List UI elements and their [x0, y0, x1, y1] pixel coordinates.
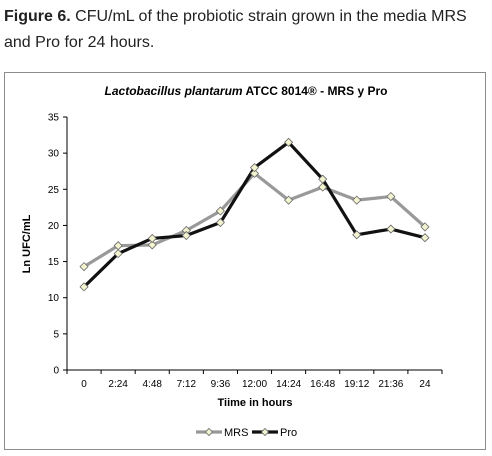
legend: MRS Pro	[196, 427, 297, 439]
legend-marker-pro	[260, 427, 270, 437]
y-tick-label: 35	[48, 113, 60, 124]
chart-frame	[4, 72, 486, 450]
chart-title: Lactobacillus plantarum ATCC 8014® - MRS…	[105, 84, 388, 98]
x-tick-label: 19:12	[344, 379, 369, 390]
data-point-mrs	[79, 262, 89, 272]
data-point-pro	[420, 233, 430, 243]
series-line-mrs	[83, 171, 427, 268]
data-point-mrs	[318, 182, 328, 192]
data-point-pro	[181, 230, 191, 241]
data-point-pro	[113, 249, 123, 259]
data-point-pro	[79, 282, 89, 292]
data-point-pro	[249, 163, 260, 173]
data-point-mrs	[147, 240, 157, 250]
y-tick-label: 25	[48, 185, 60, 196]
y-tick-label: 0	[53, 366, 59, 377]
y-tick-label: 30	[48, 149, 60, 160]
x-tick-label: 12:00	[242, 379, 267, 390]
series-layer	[79, 137, 430, 292]
data-point-mrs	[284, 195, 294, 205]
x-axis-label: Tiime in hours	[218, 397, 293, 409]
axes: 0 5 10 15 20 25 30 35 0 2:24 4:48 7:12 9:36 12:00 14:2…	[48, 113, 443, 390]
x-tick-label: 9:36	[211, 379, 231, 390]
data-point-pro	[215, 217, 225, 228]
data-point-mrs	[420, 222, 430, 232]
data-point-pro	[147, 233, 157, 244]
legend-marker-mrs	[204, 427, 214, 437]
y-tick-label: 20	[48, 221, 60, 232]
x-tick-label: 16:48	[310, 379, 335, 390]
data-point-pro	[386, 224, 396, 234]
legend-label-pro: Pro	[280, 427, 297, 439]
x-tick-label: 0	[81, 379, 87, 390]
y-tick-label: 15	[48, 257, 60, 268]
figure-caption-text: CFU/mL of the probiotic strain grown in …	[4, 8, 467, 51]
y-axis-label: Ln UFC/mL	[21, 214, 33, 273]
data-point-mrs	[386, 191, 396, 202]
data-point-pro	[318, 174, 328, 184]
chart-title-rest: ATCC 8014® - MRS y Pro	[243, 84, 388, 98]
data-point-mrs	[215, 206, 225, 216]
data-point-mrs	[249, 168, 260, 178]
data-point-mrs	[352, 195, 362, 205]
data-point-pro	[284, 137, 294, 147]
x-tick-label: 4:48	[142, 379, 162, 390]
x-tick-label: 2:24	[108, 379, 128, 390]
x-tick-label: 21:36	[378, 379, 403, 390]
x-tick-label: 14:24	[276, 379, 301, 390]
figure-label: Figure 6.	[4, 8, 71, 25]
y-tick-label: 5	[53, 329, 59, 340]
data-point-pro	[352, 230, 362, 240]
figure-caption: Figure 6. CFU/mL of the probiotic strain…	[4, 4, 488, 56]
chart-title-italic: Lactobacillus plantarum	[105, 84, 243, 98]
x-tick-label: 7:12	[177, 379, 197, 390]
x-tick-label: 24	[419, 379, 431, 390]
y-tick-label: 10	[48, 293, 60, 304]
legend-label-mrs: MRS	[224, 427, 248, 439]
